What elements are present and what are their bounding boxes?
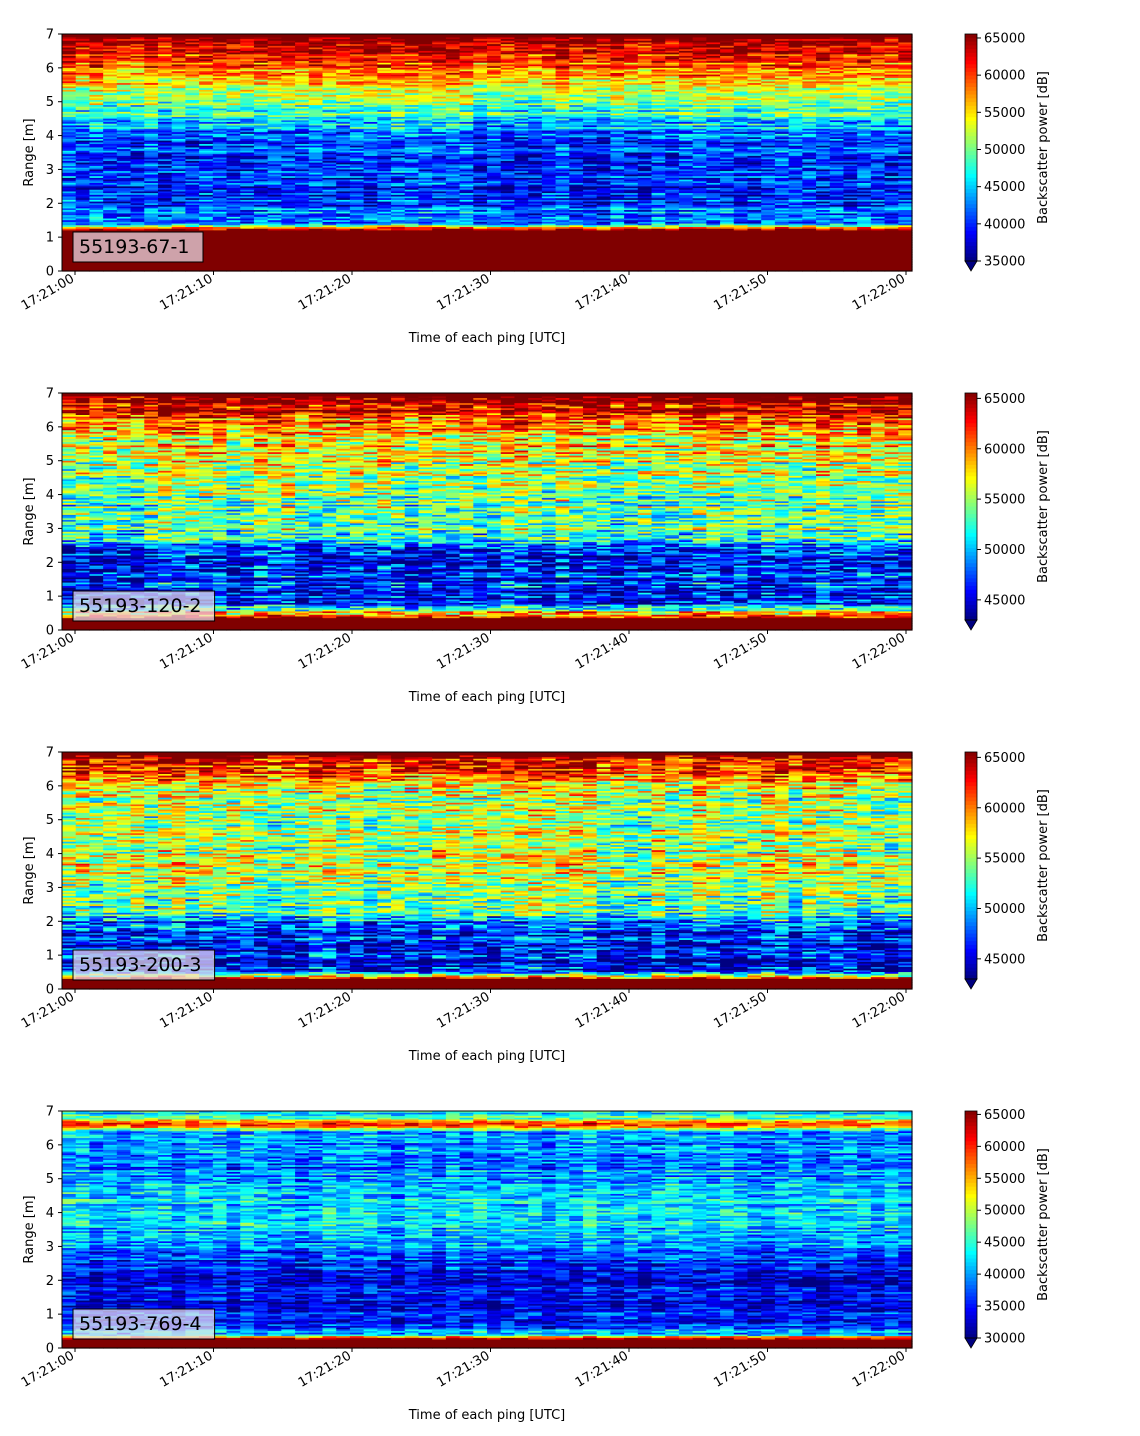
panel-1: 0123456717:21:00 17:21:10 17:21:20 17:21:30… xyxy=(19,28,1051,347)
